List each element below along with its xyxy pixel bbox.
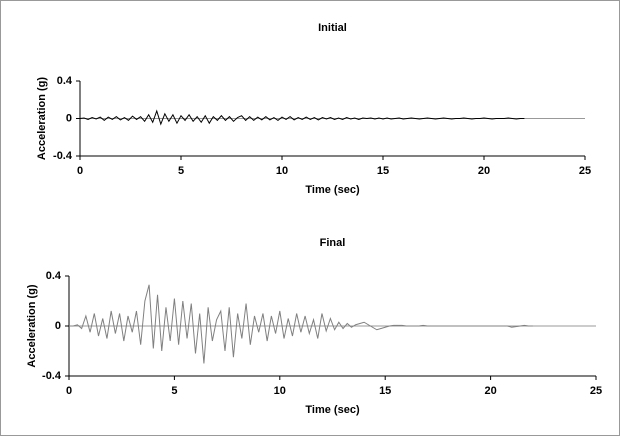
y-axis-label: Acceleration (g) [36,77,48,160]
x-tick-label: 0 [66,385,72,397]
x-tick-label: 15 [379,385,391,397]
y-tick-label: 0 [66,112,72,124]
y-tick-label: -0.4 [42,370,62,382]
x-tick-label: 25 [590,385,602,397]
y-axis-label: Acceleration (g) [26,284,38,367]
x-tick-label: 0 [77,165,83,177]
data-line [69,284,533,364]
y-tick-label: 0 [55,320,61,332]
data-line [79,109,525,126]
x-tick-label: 20 [478,165,490,177]
y-tick-label: -0.4 [53,150,73,162]
x-tick-label: 10 [276,165,288,177]
x-tick-label: 10 [274,385,286,397]
x-tick-label: 20 [484,385,496,397]
x-tick-label: 5 [171,385,177,397]
y-tick-label: 0.4 [57,75,73,87]
x-tick-label: 15 [377,165,389,177]
x-tick-label: 5 [178,165,184,177]
chart-title: Final [320,237,346,249]
x-tick-label: 25 [579,165,591,177]
x-axis-label: Time (sec) [305,184,360,196]
y-tick-label: 0.4 [46,270,62,282]
chart-title: Initial [318,22,347,34]
x-axis-label: Time (sec) [305,404,360,416]
